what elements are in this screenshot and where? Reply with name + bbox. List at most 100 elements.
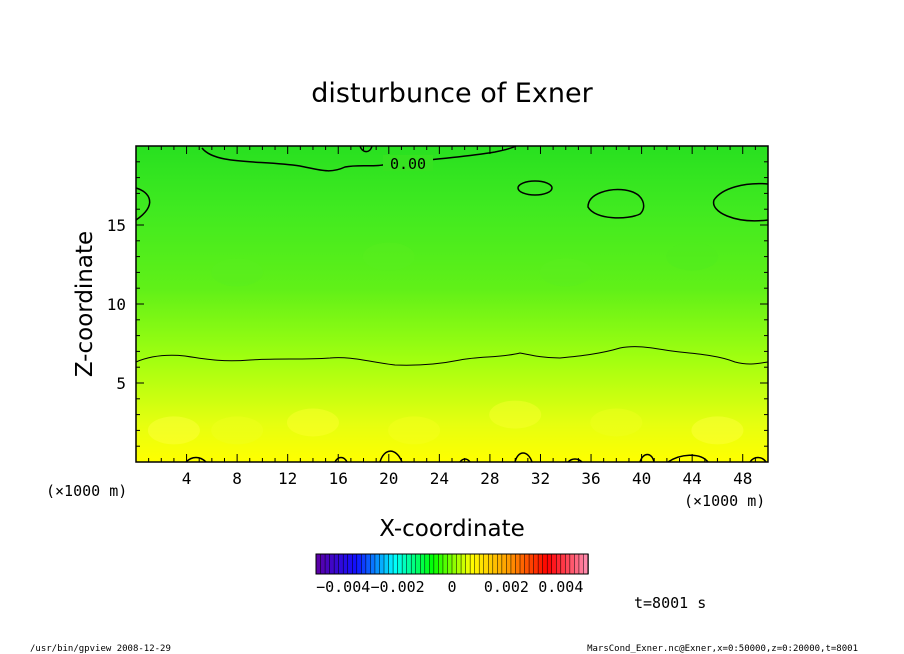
contour-label-bg xyxy=(383,155,433,171)
x-axis-label: X-coordinate xyxy=(379,516,525,542)
field-variations xyxy=(147,242,744,445)
x-tick-label: 36 xyxy=(581,469,600,488)
x-tick-label: 44 xyxy=(683,469,702,488)
x-tick-label: 32 xyxy=(531,469,550,488)
field-spot xyxy=(147,416,200,445)
field-spot xyxy=(211,258,264,287)
contour-midlevel xyxy=(135,346,769,366)
colorbar-cell xyxy=(347,553,354,575)
contour-blob-32 xyxy=(517,180,553,196)
colorbar-cell xyxy=(551,553,558,575)
contour-upper-small xyxy=(359,145,373,153)
colorbar-cell xyxy=(315,553,322,575)
x-tick-label: 16 xyxy=(329,469,348,488)
x-tick-label: 20 xyxy=(379,469,398,488)
time-label: t=8001 s xyxy=(634,594,706,612)
colorbar-cell xyxy=(556,553,562,575)
footer-left: /usr/bin/gpview 2008-12-29 xyxy=(30,644,171,654)
contour-label: 0.00 xyxy=(390,155,426,173)
contour-upper-left xyxy=(135,187,151,221)
x-tick-labels: 4 8 12 16 20 24 28 32 36 40 44 48 xyxy=(182,469,753,488)
colorbar-cell xyxy=(438,553,444,575)
axis-ticks xyxy=(136,146,768,462)
colorbar-cell xyxy=(469,553,476,575)
field-spot xyxy=(286,408,339,437)
colorbar-cell xyxy=(447,553,453,575)
contour-blob-right xyxy=(712,182,769,222)
x-tick-label: 24 xyxy=(430,469,449,488)
colorbar xyxy=(315,553,589,575)
colorbar-cell xyxy=(560,553,567,575)
colorbar-tick-label: 0.002 xyxy=(484,578,529,596)
colorbar-cell xyxy=(524,553,530,575)
x-unit-left: (×1000 m) xyxy=(46,482,127,500)
colorbar-cell xyxy=(569,553,576,575)
y-tick-labels: 5 10 15 xyxy=(107,216,126,393)
colorbar-cell xyxy=(320,553,326,575)
colorbar-cell xyxy=(578,553,585,575)
colorbar-cell xyxy=(329,553,335,575)
colorbar-cell xyxy=(510,553,517,575)
colorbar-labels: −0.004 −0.002 0 0.002 0.004 xyxy=(316,578,583,596)
colorbar-cell xyxy=(478,553,485,575)
colorbar-tick-label: −0.004 xyxy=(316,578,370,596)
colorbar-cell xyxy=(533,553,539,575)
heatmap-field xyxy=(136,146,768,462)
colorbar-frame xyxy=(315,553,589,575)
y-tick-label: 15 xyxy=(107,216,126,235)
colorbar-cell xyxy=(574,553,580,575)
colorbar-cell xyxy=(506,553,512,575)
colorbar-cell xyxy=(401,553,408,575)
y-tick-label: 10 xyxy=(107,295,126,314)
y-axis-label: Z-coordinate xyxy=(72,231,98,377)
field-spot xyxy=(362,242,415,271)
colorbar-cell xyxy=(488,553,494,575)
colorbar-cell xyxy=(442,553,449,575)
colorbar-cell xyxy=(324,553,331,575)
colorbar-tick-label: 0.004 xyxy=(538,578,583,596)
colorbar-cell xyxy=(537,553,544,575)
colorbar-cell xyxy=(379,553,385,575)
colorbar-cell xyxy=(542,553,548,575)
field-spot xyxy=(211,416,264,445)
colorbar-cell xyxy=(465,553,471,575)
field-spot xyxy=(691,416,744,445)
field-spot xyxy=(388,416,441,445)
x-tick-label: 40 xyxy=(632,469,651,488)
colorbar-cell xyxy=(420,553,426,575)
x-unit-right: (×1000 m) xyxy=(684,492,765,510)
colorbar-cell xyxy=(388,553,394,575)
colorbar-cell xyxy=(515,553,521,575)
colorbar-cell xyxy=(392,553,399,575)
x-tick-label: 48 xyxy=(733,469,752,488)
y-tick-label: 5 xyxy=(116,374,126,393)
colorbar-cell xyxy=(397,553,403,575)
colorbar-cell xyxy=(546,553,553,575)
colorbar-cell xyxy=(342,553,349,575)
colorbar-cell xyxy=(365,553,372,575)
colorbar-cell xyxy=(565,553,571,575)
colorbar-cell xyxy=(474,553,480,575)
contour-upper-zero xyxy=(201,145,517,172)
colorbar-cell xyxy=(456,553,462,575)
colorbar-cell xyxy=(501,553,508,575)
field-spot xyxy=(489,400,542,429)
field-spot xyxy=(666,242,719,271)
colorbar-cell xyxy=(424,553,431,575)
chart-title: disturbunce of Exner xyxy=(311,78,593,109)
field-spot xyxy=(590,408,643,437)
field-spot xyxy=(539,258,592,287)
colorbar-cell xyxy=(406,553,412,575)
colorbar-cell xyxy=(497,553,503,575)
colorbar-cell xyxy=(429,553,435,575)
colorbar-cell xyxy=(370,553,376,575)
x-tick-label: 12 xyxy=(278,469,297,488)
colorbar-cell xyxy=(356,553,363,575)
colorbar-cell xyxy=(483,553,490,575)
colorbar-cell xyxy=(528,553,535,575)
colorbar-cell xyxy=(361,553,367,575)
x-tick-label: 28 xyxy=(480,469,499,488)
colorbar-cell xyxy=(410,553,417,575)
